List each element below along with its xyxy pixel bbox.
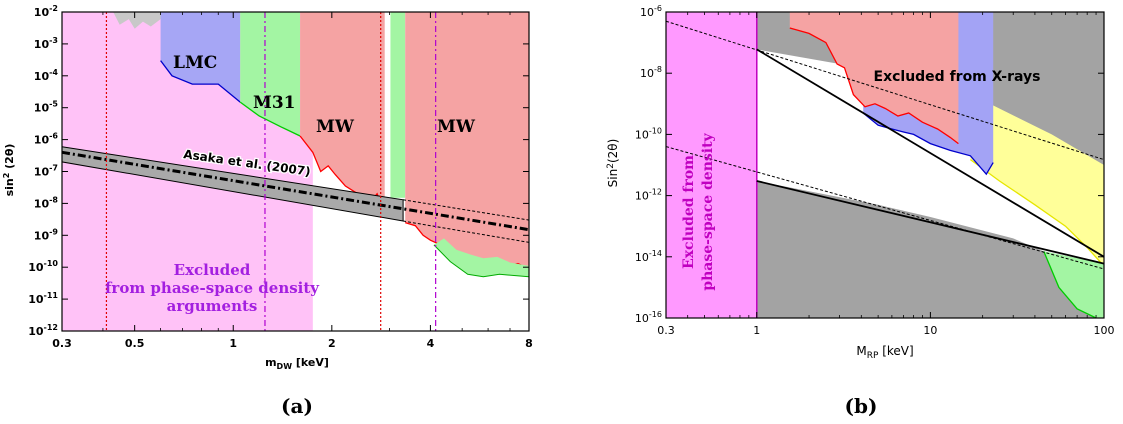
panel-b: 0.3 1 10 100 10-16 10-14 10-12 10-10 10-8 10-6 Ex… bbox=[606, 4, 1115, 418]
line-b-solid-upper bbox=[756, 48, 1105, 258]
label-mw-1: MW bbox=[316, 117, 355, 137]
x-tick-label: 0.3 bbox=[52, 337, 72, 350]
region-blue-edge bbox=[862, 112, 994, 176]
line-dashdot-thick bbox=[61, 150, 530, 232]
y-tick-label: 10-12 bbox=[635, 188, 662, 203]
region-m31-edge bbox=[239, 101, 301, 137]
region-m31 bbox=[240, 12, 301, 136]
y-tick-label: 10-12 bbox=[28, 323, 58, 338]
plot-frame bbox=[665, 11, 1105, 319]
label-mw-2: MW bbox=[437, 117, 476, 137]
x-tick-label: 4 bbox=[427, 337, 435, 350]
region-green-edge bbox=[1043, 251, 1097, 319]
panel-b-axes: 0.3 1 10 100 10-16 10-14 10-12 10-10 10-8 10-6 bbox=[635, 4, 1115, 337]
x-tick-label: 100 bbox=[1094, 324, 1115, 337]
line-b-dashed-upper bbox=[665, 20, 1105, 161]
region-green-strip bbox=[390, 12, 406, 198]
region-green bbox=[1043, 251, 1104, 318]
y-tick-label: 10-2 bbox=[34, 4, 58, 19]
region-green-low-edge bbox=[433, 244, 530, 278]
y-tick-label: 10-6 bbox=[34, 132, 59, 147]
label-lmc: LMC bbox=[173, 53, 217, 73]
x-tick-label: 8 bbox=[525, 337, 533, 350]
x-tick-label: 10 bbox=[923, 324, 937, 337]
x-tick-label: 0.3 bbox=[657, 324, 675, 337]
panel-a: 0.3 0.5 1 2 4 8 10-12 10-11 10-10 10-9 10-8 10-7 10-… bbox=[2, 4, 533, 418]
region-red bbox=[789, 12, 959, 144]
line-dashed-upper bbox=[402, 199, 530, 221]
y-tick-label: 10-8 bbox=[640, 65, 662, 80]
panel-a-ylabel: sin2 (2θ) bbox=[2, 144, 16, 197]
label-xrays: Excluded from X-rays bbox=[874, 69, 1041, 85]
y-tick-label: 10-10 bbox=[635, 126, 662, 141]
line-b-solid-lower bbox=[756, 180, 1105, 265]
region-phase-space-b bbox=[666, 12, 757, 318]
y-tick-label: 10-6 bbox=[640, 4, 662, 19]
region-grey-lower bbox=[756, 181, 1104, 318]
y-tick-label: 10-9 bbox=[34, 227, 59, 242]
y-tick-label: 10-5 bbox=[34, 100, 59, 115]
panel-a-lines bbox=[61, 12, 530, 331]
y-tick-label: 10-8 bbox=[34, 195, 59, 210]
y-tick-label: 10-3 bbox=[34, 36, 58, 51]
region-top-grey bbox=[113, 12, 166, 29]
panel-b-ylabel: Sin2(2θ) bbox=[606, 139, 620, 188]
x-tick-label: 0.5 bbox=[125, 337, 145, 350]
label-phase-space-1: Excluded bbox=[174, 261, 251, 279]
label-phase-b-1: Excluded from bbox=[681, 155, 697, 269]
y-tick-label: 10-4 bbox=[34, 68, 59, 83]
region-mw-2 bbox=[405, 12, 529, 269]
y-tick-label: 10-7 bbox=[34, 164, 58, 179]
label-phase-b-2: phase-space density bbox=[700, 132, 716, 290]
y-tick-label: 10-14 bbox=[635, 249, 662, 264]
region-mw-1 bbox=[300, 12, 385, 213]
panel-b-caption: (b) bbox=[845, 394, 878, 418]
region-green-low bbox=[433, 238, 529, 277]
label-m31: M31 bbox=[253, 93, 295, 113]
region-lmc-edge bbox=[160, 60, 241, 103]
y-tick-label: 10-16 bbox=[635, 310, 662, 325]
panel-b-regions bbox=[666, 12, 1105, 319]
panel-a-xlabel: mDW [keV] bbox=[265, 356, 329, 371]
x-tick-label: 2 bbox=[328, 337, 336, 350]
region-red-edge bbox=[789, 27, 959, 145]
y-tick-label: 10-10 bbox=[28, 259, 58, 274]
region-lmc bbox=[160, 12, 241, 103]
label-phase-space-2: from phase-space density bbox=[105, 279, 320, 297]
panel-b-xlabel: MRP [keV] bbox=[856, 344, 913, 361]
panel-b-lines bbox=[665, 20, 1105, 270]
y-tick-label: 10-11 bbox=[28, 291, 58, 306]
line-dashed-lower bbox=[402, 220, 530, 243]
label-phase-space-3: arguments bbox=[167, 297, 258, 315]
x-tick-label: 1 bbox=[753, 324, 760, 337]
line-b-dashed-lower bbox=[665, 146, 1105, 270]
x-tick-label: 1 bbox=[229, 337, 237, 350]
panel-a-axes: 0.3 0.5 1 2 4 8 10-12 10-11 10-10 10-9 10-8 10-7 10-… bbox=[28, 4, 533, 350]
panel-a-caption: (a) bbox=[281, 394, 313, 418]
region-yellow-edge bbox=[970, 159, 1105, 267]
